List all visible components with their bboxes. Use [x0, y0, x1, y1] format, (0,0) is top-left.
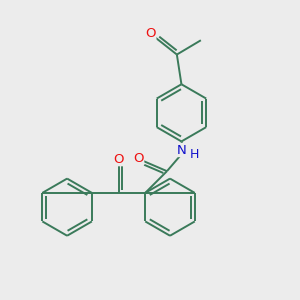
Text: O: O [133, 152, 144, 164]
Text: O: O [145, 27, 156, 40]
Text: O: O [113, 153, 124, 166]
Text: H: H [190, 148, 199, 160]
Text: N: N [177, 143, 187, 157]
